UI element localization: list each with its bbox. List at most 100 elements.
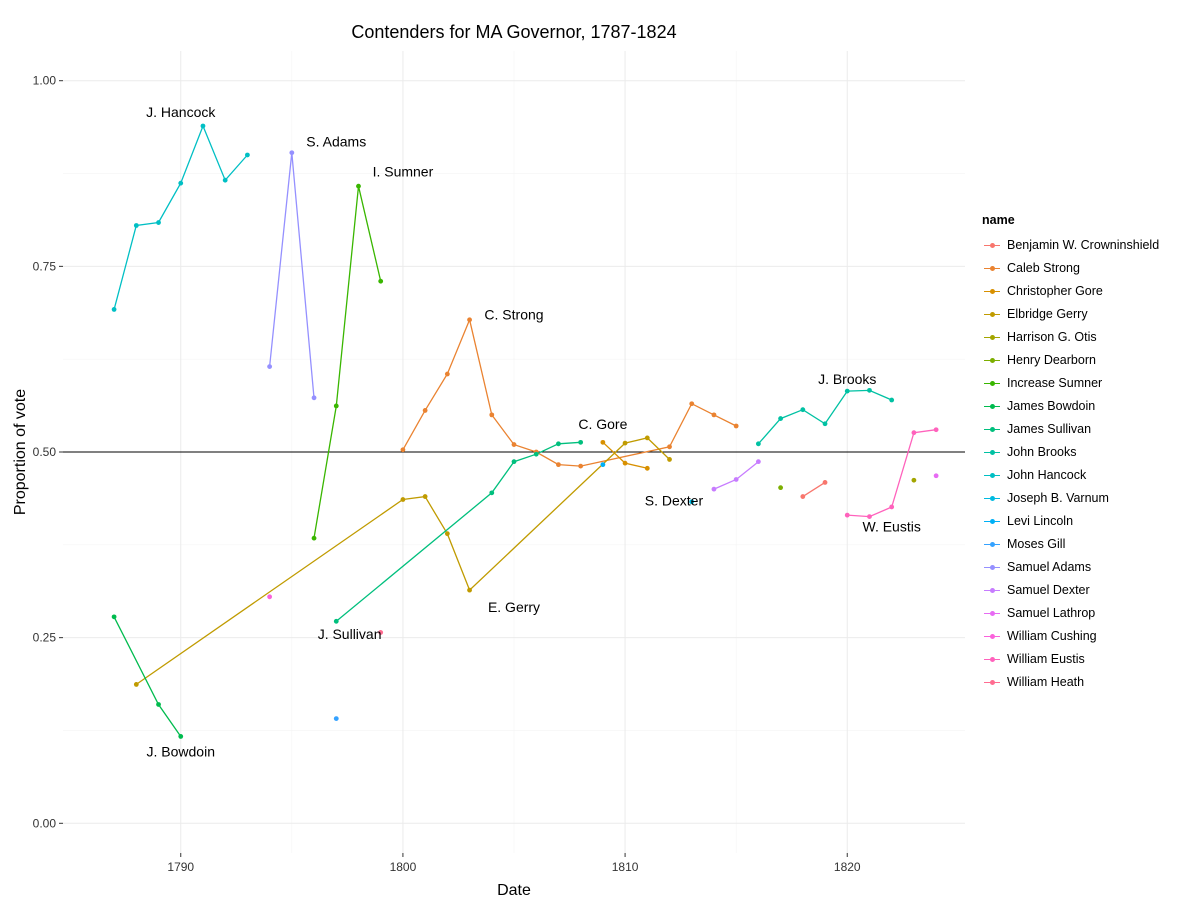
x-tick-label: 1820 bbox=[834, 860, 861, 874]
x-tick-label: 1810 bbox=[612, 860, 639, 874]
data-point-caleb-strong bbox=[689, 401, 695, 407]
data-point-john-brooks bbox=[822, 421, 828, 427]
data-point-john-hancock bbox=[244, 152, 250, 158]
series-line-elbridge-gerry bbox=[135, 437, 670, 685]
annotations: J. Hancock S. Adams I. Sumner C. Strong C. G… bbox=[146, 104, 921, 759]
data-point-samuel-adams bbox=[289, 150, 295, 156]
data-point-samuel-dexter bbox=[733, 477, 739, 482]
legend-label: John Brooks bbox=[1007, 445, 1077, 459]
legend-key bbox=[982, 608, 1002, 620]
data-point-elbridge-gerry bbox=[444, 531, 450, 537]
legend-key bbox=[982, 378, 1002, 390]
data-point-elbridge-gerry bbox=[467, 587, 472, 593]
data-point-caleb-strong bbox=[422, 408, 428, 413]
legend-label: James Sullivan bbox=[1007, 422, 1092, 436]
axis-ticks: 0.00 0.25 0.50 0.75 1.00 1790 1800 1810 1820 bbox=[33, 74, 861, 874]
data-point-increase-sumner bbox=[311, 535, 317, 541]
data-point-elbridge-gerry bbox=[422, 494, 428, 499]
y-tick-label: 0.00 bbox=[33, 816, 57, 830]
data-point-elbridge-gerry bbox=[667, 457, 672, 462]
data-point-james-sullivan bbox=[511, 459, 517, 465]
legend-label: William Cushing bbox=[1007, 629, 1097, 643]
data-point-john-brooks bbox=[800, 407, 806, 413]
data-point-james-bowdoin bbox=[111, 614, 117, 620]
legend-key bbox=[982, 309, 1002, 321]
data-point-john-hancock bbox=[222, 177, 228, 183]
data-point-christopher-gore bbox=[600, 439, 606, 445]
legend-item: William Eustis bbox=[982, 648, 1159, 671]
data-point-increase-sumner bbox=[378, 278, 384, 284]
legend-key bbox=[982, 401, 1002, 413]
chart-title: Contenders for MA Governor, 1787-1824 bbox=[351, 22, 676, 42]
legend-item: Harrison G. Otis bbox=[982, 326, 1159, 349]
x-tick-label: 1800 bbox=[390, 860, 417, 874]
legend-key bbox=[982, 493, 1002, 505]
data-point-moses-gill bbox=[333, 716, 339, 721]
data-point-christopher-gore bbox=[644, 465, 650, 471]
legend-key bbox=[982, 585, 1002, 597]
annotation-label: S. Dexter bbox=[645, 492, 704, 508]
legend-key bbox=[982, 654, 1002, 666]
data-point-james-bowdoin bbox=[178, 734, 184, 739]
series-line-caleb-strong bbox=[402, 317, 737, 467]
data-point-william-eustis bbox=[867, 514, 872, 520]
annotation-label: C. Gore bbox=[578, 416, 627, 432]
data-point-john-brooks bbox=[778, 416, 784, 421]
legend-item: Henry Dearborn bbox=[982, 349, 1159, 372]
data-point-james-sullivan bbox=[556, 441, 561, 447]
series-lines bbox=[113, 124, 937, 737]
series-line-increase-sumner bbox=[313, 186, 382, 539]
series-line-james-sullivan bbox=[335, 441, 581, 622]
legend-key bbox=[982, 286, 1002, 298]
legend-key bbox=[982, 332, 1002, 344]
data-point-elbridge-gerry bbox=[400, 497, 406, 502]
data-point-william-heath bbox=[378, 630, 384, 635]
data-point-james-sullivan bbox=[489, 490, 495, 496]
legend-item: Increase Sumner bbox=[982, 372, 1159, 395]
annotation-label: J. Bowdoin bbox=[147, 743, 215, 759]
data-point-harrison-g-otis bbox=[911, 477, 917, 483]
legend-key bbox=[982, 240, 1002, 252]
legend-label: Elbridge Gerry bbox=[1007, 307, 1088, 321]
data-point-caleb-strong bbox=[578, 463, 584, 469]
data-point-samuel-dexter bbox=[755, 459, 761, 465]
legend-label: Samuel Adams bbox=[1007, 560, 1092, 574]
legend-label: James Bowdoin bbox=[1007, 399, 1096, 413]
annotation-label: S. Adams bbox=[306, 134, 366, 150]
legend-item: Moses Gill bbox=[982, 533, 1159, 556]
legend-label: Samuel Lathrop bbox=[1007, 606, 1096, 620]
data-point-james-sullivan bbox=[578, 439, 584, 445]
data-point-william-eustis bbox=[889, 504, 895, 510]
data-point-john-brooks bbox=[889, 397, 895, 403]
data-point-caleb-strong bbox=[556, 462, 561, 468]
legend-label: Henry Dearborn bbox=[1007, 353, 1096, 367]
legend-item: Benjamin W. Crowninshield bbox=[982, 234, 1159, 257]
data-point-caleb-strong bbox=[444, 371, 450, 377]
series-line-william-eustis bbox=[847, 429, 937, 518]
data-point-caleb-strong bbox=[467, 317, 472, 323]
legend-item: John Hancock bbox=[982, 464, 1159, 487]
annotation-label: J. Sullivan bbox=[318, 626, 382, 642]
y-tick-label: 0.50 bbox=[33, 445, 57, 459]
legend-item: Samuel Adams bbox=[982, 556, 1159, 579]
data-point-elbridge-gerry bbox=[133, 682, 139, 687]
series-points bbox=[111, 123, 939, 739]
legend-item: William Heath bbox=[982, 671, 1159, 694]
series-line-benjamin-w-crowninshield bbox=[802, 481, 826, 498]
legend-key bbox=[982, 263, 1002, 275]
legend-key bbox=[982, 447, 1002, 459]
data-point-samuel-lathrop bbox=[933, 473, 939, 479]
y-tick-label: 0.75 bbox=[33, 259, 57, 273]
data-point-john-hancock bbox=[111, 307, 117, 312]
data-point-samuel-adams bbox=[311, 395, 317, 401]
data-point-samuel-adams bbox=[267, 364, 273, 370]
data-point-levi-lincoln bbox=[600, 462, 606, 468]
legend-title: name bbox=[982, 213, 1015, 227]
legend-key bbox=[982, 631, 1002, 643]
legend-label: Moses Gill bbox=[1007, 537, 1066, 551]
y-tick-label: 0.25 bbox=[33, 631, 57, 645]
legend-item: Samuel Dexter bbox=[982, 579, 1159, 602]
legend-key bbox=[982, 424, 1002, 436]
data-point-john-brooks bbox=[867, 387, 872, 393]
